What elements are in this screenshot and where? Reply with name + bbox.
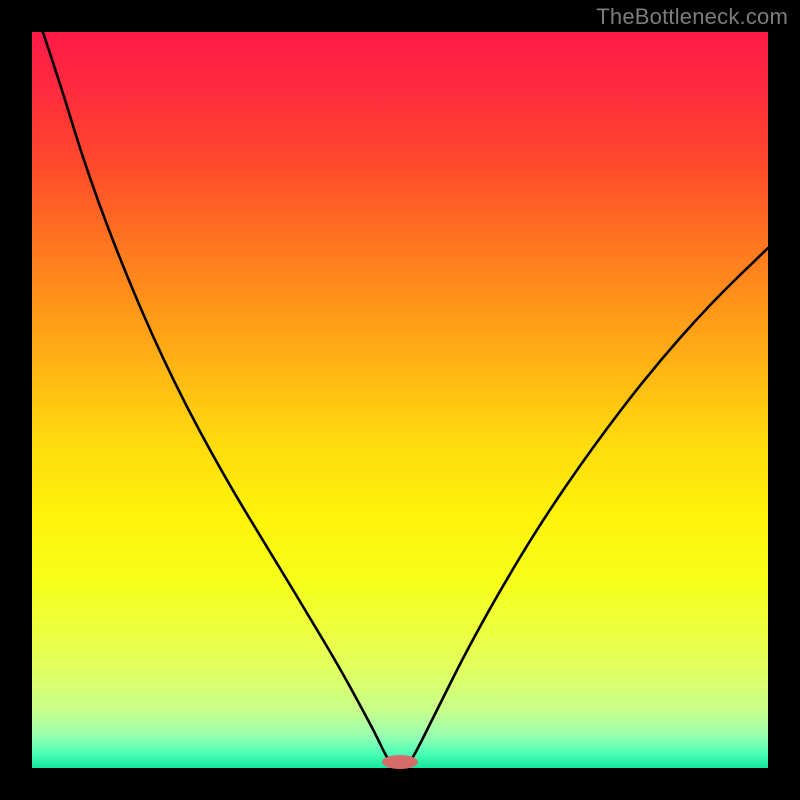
plot-area	[32, 32, 768, 768]
chart-container: TheBottleneck.com	[0, 0, 800, 800]
watermark-text: TheBottleneck.com	[596, 4, 788, 30]
bottleneck-marker	[382, 755, 418, 769]
bottleneck-chart	[0, 0, 800, 800]
